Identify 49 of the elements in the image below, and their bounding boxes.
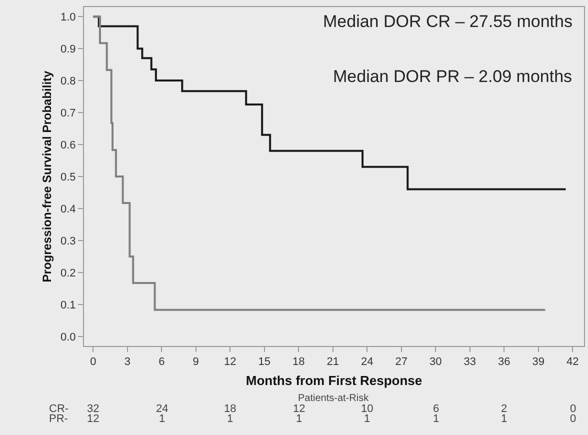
text: 10 [361,403,374,415]
text: 0 [570,413,576,425]
y-tick-label: 0.8 [60,75,76,88]
text: 12 [87,413,100,425]
x-tick-label: 24 [360,356,374,368]
y-tick-label: 0.4 [60,203,76,216]
text: 0 [570,403,576,415]
x-tick-label: 33 [464,356,476,368]
x-axis-title: Months from First Response [246,372,422,388]
x-tick-label: 3 [124,356,130,368]
y-tick-label: 1.0 [60,11,76,24]
x-tick-label: 15 [258,356,270,368]
y-tick-label: 0.7 [60,107,76,120]
text: 2 [501,403,508,415]
text: 1 [501,413,508,425]
x-tick-label: 0 [90,356,96,368]
text: 1 [296,413,302,425]
text: 24 [156,403,168,415]
y-tick-label: 0.3 [60,235,76,248]
y-axis-title: Progression-free Survival Probability [40,70,54,282]
text: 1 [159,413,166,425]
x-tick-label: 36 [498,356,510,368]
y-tick-label: 0.1 [60,299,76,312]
x-tick-label: 21 [326,356,339,368]
text: 18 [224,403,236,415]
text: PR- [49,413,68,425]
x-tick-label: 6 [158,356,165,368]
y-tick-label: 0.6 [60,139,76,152]
y-tick-label: 0.2 [60,267,76,280]
annotation: Median DOR CR – 27.55 months [323,12,572,31]
x-tick-label: 9 [192,356,199,368]
x-tick-label: 18 [292,356,305,368]
y-tick-label: 0.5 [60,171,76,184]
text: 32 [87,403,100,415]
text: Patients-at-Risk [298,393,370,404]
text: 1 [227,413,234,425]
text: CR- [49,403,69,415]
x-tick-label: 42 [566,356,579,368]
y-tick-label: 0.9 [60,43,76,56]
text: 1 [433,413,440,425]
text: 6 [433,403,440,415]
text: 12 [293,403,306,415]
x-tick-label: 27 [395,356,408,368]
x-tick-label: 30 [429,356,442,368]
x-tick-label: 39 [532,356,544,368]
annotation: Median DOR PR – 2.09 months [333,67,572,86]
y-tick-label: 0.0 [60,331,76,344]
text: 1 [364,413,370,425]
x-tick-label: 12 [224,356,236,368]
